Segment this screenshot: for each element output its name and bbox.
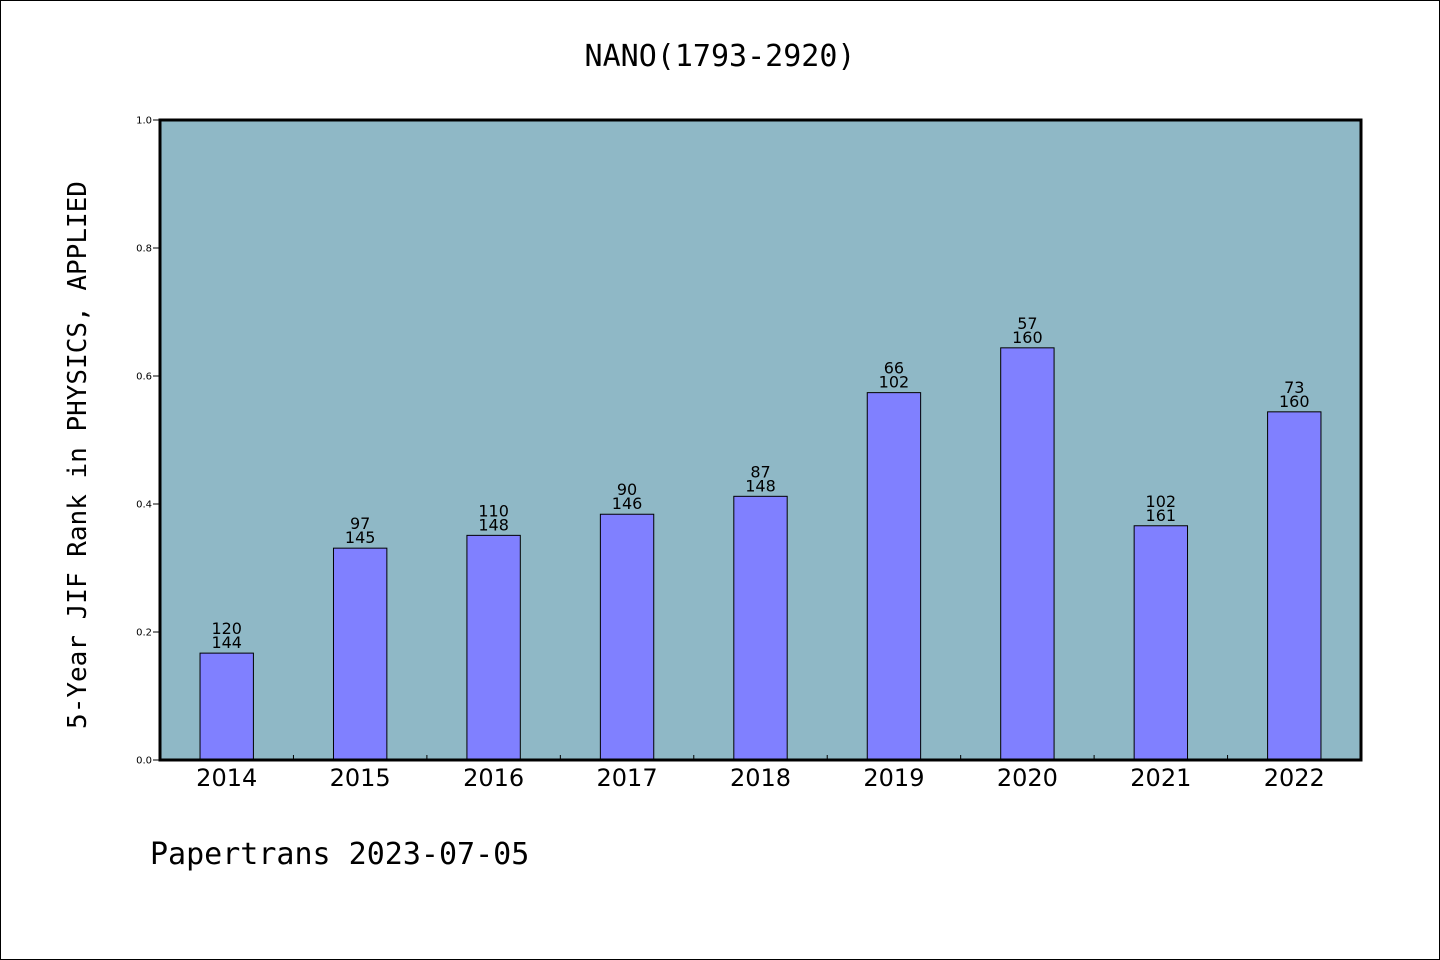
data-label-total: 160 — [1279, 392, 1310, 411]
x-tick-label: 2022 — [1264, 764, 1325, 792]
x-tick-label: 2020 — [997, 764, 1058, 792]
data-label-rank: 120 — [211, 619, 242, 638]
x-tick-label: 2015 — [330, 764, 391, 792]
data-label-total: 160 — [1012, 328, 1043, 347]
bar-2022 — [1267, 411, 1322, 761]
data-label-rank: 87 — [750, 462, 770, 481]
y-tick-label: 0.0 — [136, 756, 152, 767]
data-label-rank: 97 — [350, 514, 370, 533]
data-label-rank: 110 — [478, 501, 509, 520]
y-tick-label: 0.2 — [136, 628, 152, 639]
x-tick-label: 2014 — [196, 764, 257, 792]
y-axis-ticks: 0.0 0.2 0.4 0.6 0.8 1.0 — [136, 116, 160, 767]
x-tick-label: 2017 — [597, 764, 658, 792]
data-label-rank: 102 — [1146, 492, 1177, 511]
y-tick-label: 0.8 — [136, 244, 152, 255]
bar-2020 — [1000, 347, 1055, 761]
bar-2019 — [866, 392, 922, 761]
x-axis-ticks: 2014 2015 2016 2017 2018 2019 2020 2021 2022 — [196, 755, 1325, 792]
y-tick-label: 0.4 — [136, 500, 152, 511]
bars-group — [199, 347, 1322, 761]
chart-title: NANO(1793-2920) — [585, 39, 856, 74]
plot-frame — [158, 118, 1363, 762]
data-label-total: 148 — [745, 476, 776, 495]
bar-2014 — [199, 652, 254, 761]
data-label-total: 102 — [879, 373, 910, 392]
footer-text: Papertrans 2023-07-05 — [150, 837, 529, 872]
data-label-rank: 57 — [1017, 314, 1037, 333]
x-tick-label: 2021 — [1130, 764, 1191, 792]
data-label-total: 145 — [345, 528, 376, 547]
data-label-total: 146 — [612, 494, 643, 513]
x-tick-label: 2016 — [463, 764, 524, 792]
y-tick-label: 1.0 — [136, 116, 152, 127]
y-tick-label: 0.6 — [136, 372, 152, 383]
data-label-rank: 66 — [884, 359, 904, 378]
bar-2016 — [466, 534, 521, 761]
data-label-total: 161 — [1146, 506, 1177, 525]
data-label-rank: 90 — [617, 480, 637, 499]
bar-2017 — [599, 513, 655, 761]
data-label-total: 144 — [211, 633, 242, 652]
y-axis-label: 5-Year JIF Rank in PHYSICS, APPLIED — [63, 181, 93, 729]
bar-2021 — [1133, 525, 1189, 761]
bar-2015 — [332, 547, 388, 761]
data-labels: 1201449714511014890146871486610257160102… — [211, 314, 1309, 652]
data-label-rank: 73 — [1284, 378, 1304, 397]
x-tick-label: 2018 — [730, 764, 791, 792]
data-label-total: 148 — [478, 515, 509, 534]
bar-2018 — [733, 495, 788, 761]
x-tick-label: 2019 — [863, 764, 924, 792]
